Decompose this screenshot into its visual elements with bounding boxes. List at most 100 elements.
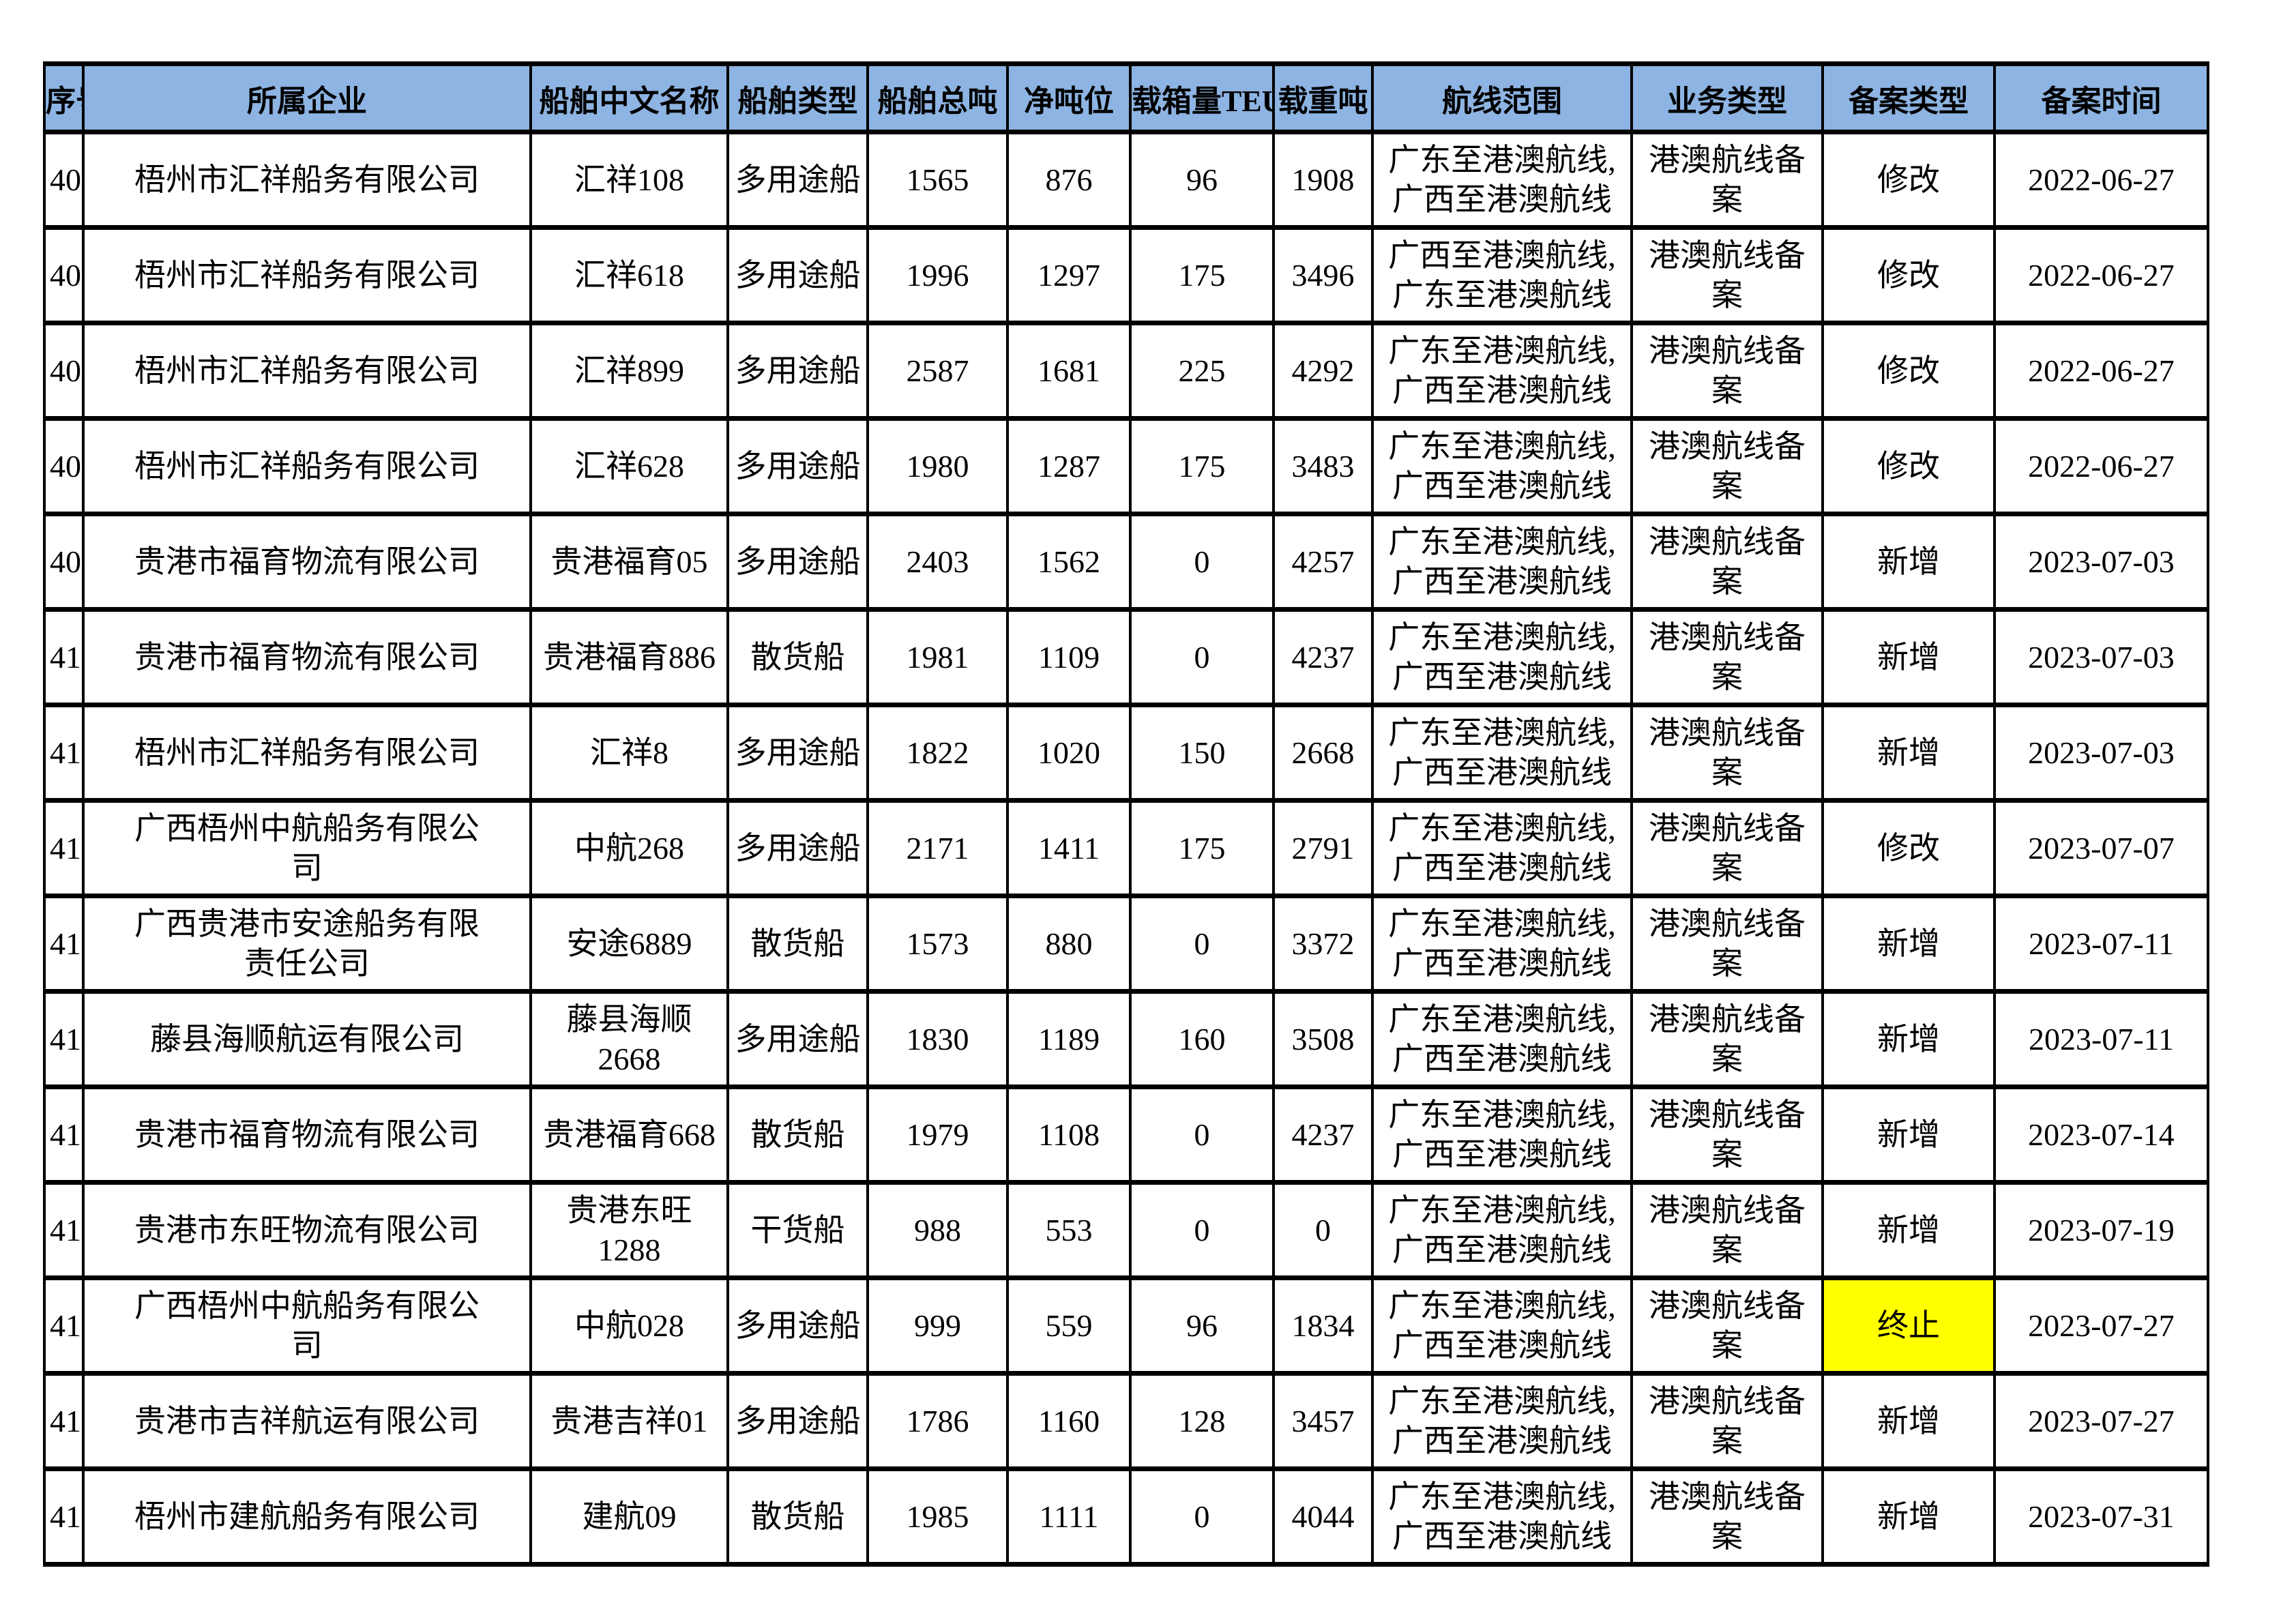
- cell-route: 广东至港澳航线, 广西至港澳航线: [1371, 512, 1633, 612]
- cell-ship-name: 汇祥8: [529, 703, 729, 803]
- cell-business-type: 港澳航线备案: [1630, 798, 1824, 898]
- cell-deadweight: 4257: [1272, 512, 1374, 612]
- cell-route: 广东至港澳航线, 广西至港澳航线: [1371, 607, 1633, 707]
- cell-ship-type: 多用途船: [726, 225, 869, 325]
- cell-filing-date: 2023-07-27: [1993, 1275, 2209, 1376]
- cell-deadweight: 3483: [1272, 416, 1374, 516]
- cell-filing-type: 新增: [1821, 607, 1996, 707]
- cell-teu-capacity: 0: [1129, 894, 1275, 994]
- cell-ship-name: 藤县海顺2668: [529, 989, 729, 1089]
- cell-filing-date: 2023-07-11: [1993, 989, 2209, 1089]
- cell-ship-name: 建航09: [529, 1466, 729, 1567]
- cell-company: 梧州市汇祥船务有限公司: [82, 321, 532, 421]
- cell-filing-type: 修改: [1821, 130, 1996, 230]
- cell-net-tonnage: 1189: [1006, 989, 1132, 1089]
- col-header-ship-name: 船舶中文名称: [529, 61, 729, 134]
- cell-ship-type: 多用途船: [726, 512, 869, 612]
- col-header-deadweight: 载重吨: [1272, 61, 1374, 134]
- cell-route: 广东至港澳航线, 广西至港澳航线: [1371, 416, 1633, 516]
- cell-company: 藤县海顺航运有限公司: [82, 989, 532, 1089]
- cell-deadweight: 3372: [1272, 894, 1374, 994]
- cell-gross-tonnage: 1565: [866, 130, 1009, 230]
- table-header: 序号 所属企业 船舶中文名称 船舶类型 船舶总吨 净吨位 载箱量TEU 载重吨 …: [43, 61, 2209, 134]
- cell-serial: 411: [43, 703, 85, 803]
- cell-filing-date: 2023-07-14: [1993, 1084, 2209, 1185]
- cell-filing-type: 新增: [1821, 1180, 1996, 1280]
- cell-teu-capacity: 0: [1129, 512, 1275, 612]
- table-row: 414 藤县海顺航运有限公司 藤县海顺2668 多用途船 1830 1189 1…: [43, 989, 2209, 1089]
- cell-net-tonnage: 1108: [1006, 1084, 1132, 1185]
- table-row: 405 梧州市汇祥船务有限公司 汇祥108 多用途船 1565 876 96 1…: [43, 130, 2209, 230]
- cell-net-tonnage: 876: [1006, 130, 1132, 230]
- table-row: 416 贵港市东旺物流有限公司 贵港东旺1288 干货船 988 553 0 0…: [43, 1180, 2209, 1280]
- cell-ship-type: 散货船: [726, 607, 869, 707]
- cell-teu-capacity: 96: [1129, 1275, 1275, 1376]
- cell-route: 广东至港澳航线, 广西至港澳航线: [1371, 798, 1633, 898]
- col-header-business-type: 业务类型: [1630, 61, 1824, 134]
- cell-ship-type: 干货船: [726, 1180, 869, 1280]
- cell-business-type: 港澳航线备案: [1630, 130, 1824, 230]
- table-row: 417 广西梧州中航船务有限公 司 中航028 多用途船 999 559 96 …: [43, 1275, 2209, 1376]
- cell-deadweight: 1834: [1272, 1275, 1374, 1376]
- cell-serial: 410: [43, 607, 85, 707]
- cell-net-tonnage: 1411: [1006, 798, 1132, 898]
- cell-deadweight: 4292: [1272, 321, 1374, 421]
- cell-ship-name: 贵港福育05: [529, 512, 729, 612]
- cell-serial: 417: [43, 1275, 85, 1376]
- cell-gross-tonnage: 1981: [866, 607, 1009, 707]
- cell-serial: 408: [43, 416, 85, 516]
- cell-ship-type: 多用途船: [726, 130, 869, 230]
- col-header-company: 所属企业: [82, 61, 532, 134]
- cell-business-type: 港澳航线备案: [1630, 1371, 1824, 1471]
- cell-gross-tonnage: 2403: [866, 512, 1009, 612]
- cell-ship-type: 多用途船: [726, 416, 869, 516]
- cell-filing-type: 修改: [1821, 225, 1996, 325]
- cell-filing-type: 新增: [1821, 1466, 1996, 1567]
- cell-deadweight: 3457: [1272, 1371, 1374, 1471]
- cell-serial: 414: [43, 989, 85, 1089]
- cell-business-type: 港澳航线备案: [1630, 512, 1824, 612]
- cell-ship-type: 多用途船: [726, 1275, 869, 1376]
- header-row: 序号 所属企业 船舶中文名称 船舶类型 船舶总吨 净吨位 载箱量TEU 载重吨 …: [43, 61, 2209, 134]
- cell-ship-name: 贵港福育668: [529, 1084, 729, 1185]
- cell-net-tonnage: 1562: [1006, 512, 1132, 612]
- cell-filing-date: 2023-07-03: [1993, 607, 2209, 707]
- table-row: 412 广西梧州中航船务有限公 司 中航268 多用途船 2171 1411 1…: [43, 798, 2209, 898]
- cell-serial: 407: [43, 321, 85, 421]
- col-header-filing-type: 备案类型: [1821, 61, 1996, 134]
- cell-route: 广东至港澳航线, 广西至港澳航线: [1371, 1275, 1633, 1376]
- cell-filing-date: 2022-06-27: [1993, 130, 2209, 230]
- cell-business-type: 港澳航线备案: [1630, 1466, 1824, 1567]
- cell-ship-name: 汇祥899: [529, 321, 729, 421]
- cell-net-tonnage: 1287: [1006, 416, 1132, 516]
- col-header-ship-type: 船舶类型: [726, 61, 869, 134]
- cell-teu-capacity: 160: [1129, 989, 1275, 1089]
- cell-gross-tonnage: 2171: [866, 798, 1009, 898]
- table-row: 411 梧州市汇祥船务有限公司 汇祥8 多用途船 1822 1020 150 2…: [43, 703, 2209, 803]
- cell-ship-type: 多用途船: [726, 798, 869, 898]
- cell-company: 贵港市福育物流有限公司: [82, 1084, 532, 1185]
- cell-gross-tonnage: 1786: [866, 1371, 1009, 1471]
- cell-filing-type: 新增: [1821, 703, 1996, 803]
- cell-teu-capacity: 0: [1129, 1180, 1275, 1280]
- cell-serial: 405: [43, 130, 85, 230]
- table-row: 407 梧州市汇祥船务有限公司 汇祥899 多用途船 2587 1681 225…: [43, 321, 2209, 421]
- cell-net-tonnage: 1020: [1006, 703, 1132, 803]
- cell-net-tonnage: 553: [1006, 1180, 1132, 1280]
- cell-filing-type: 终止: [1821, 1275, 1996, 1376]
- cell-route: 广东至港澳航线, 广西至港澳航线: [1371, 1084, 1633, 1185]
- cell-net-tonnage: 1160: [1006, 1371, 1132, 1471]
- cell-deadweight: 2668: [1272, 703, 1374, 803]
- table-row: 413 广西贵港市安途船务有限 责任公司 安途6889 散货船 1573 880…: [43, 894, 2209, 994]
- cell-route: 广西至港澳航线, 广东至港澳航线: [1371, 225, 1633, 325]
- cell-teu-capacity: 175: [1129, 416, 1275, 516]
- cell-ship-name: 汇祥108: [529, 130, 729, 230]
- cell-serial: 413: [43, 894, 85, 994]
- cell-route: 广东至港澳航线, 广西至港澳航线: [1371, 1180, 1633, 1280]
- cell-ship-type: 散货船: [726, 1466, 869, 1567]
- cell-teu-capacity: 175: [1129, 225, 1275, 325]
- cell-gross-tonnage: 1573: [866, 894, 1009, 994]
- cell-company: 广西梧州中航船务有限公 司: [82, 798, 532, 898]
- cell-company: 梧州市汇祥船务有限公司: [82, 225, 532, 325]
- cell-company: 梧州市汇祥船务有限公司: [82, 416, 532, 516]
